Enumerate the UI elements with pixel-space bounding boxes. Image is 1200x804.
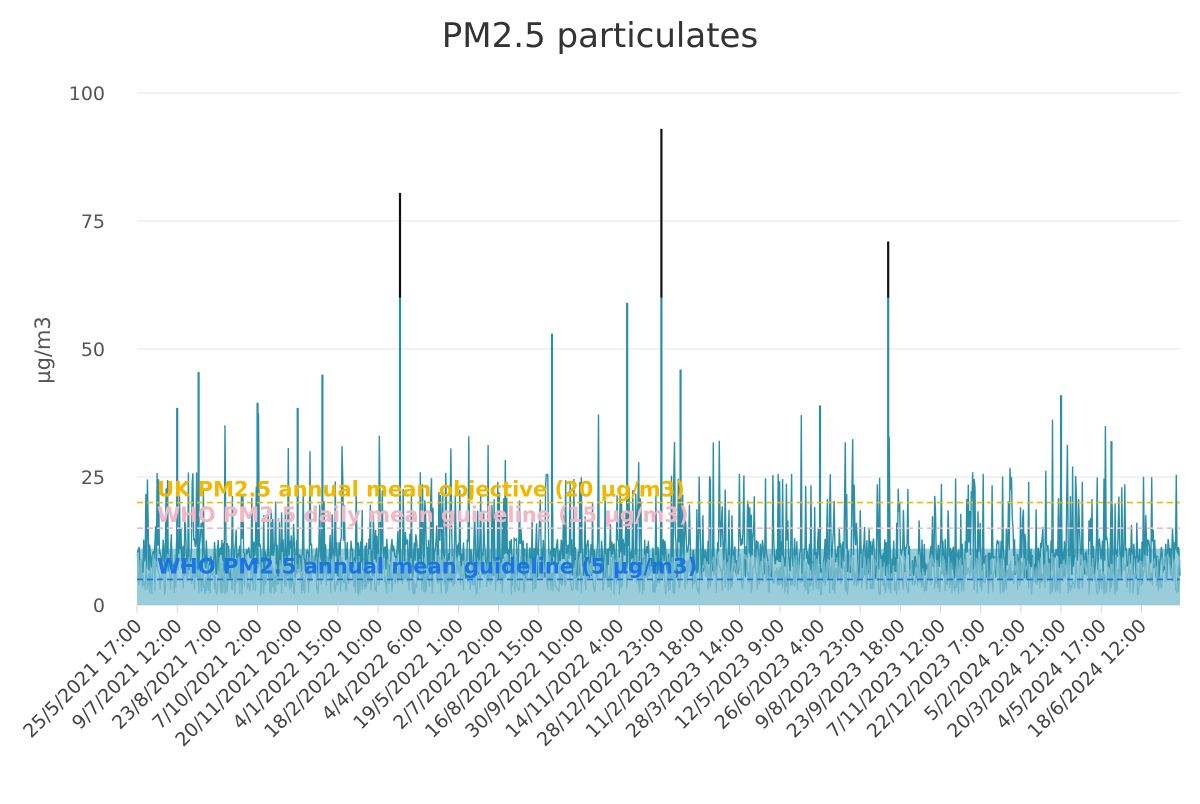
reference-lines: UK PM2.5 annual mean objective (20 µg/m3… <box>137 478 1180 581</box>
y-tick-label: 50 <box>81 339 105 361</box>
y-axis-ticks: 0 25 50 75 100 <box>69 83 105 617</box>
y-axis-label: µg/m3 <box>31 316 55 384</box>
reference-line-label: WHO PM2.5 annual mean guideline (5 µg/m3… <box>157 554 697 578</box>
series-line-upper <box>136 413 1181 581</box>
chart-title: PM2.5 particulates <box>442 16 758 56</box>
series-plot <box>136 128 1181 597</box>
series-line-lower <box>136 552 1181 597</box>
reference-line-label: WHO PM2.5 daily mean guideline (15 µg/m3… <box>157 503 689 527</box>
y-tick-label: 0 <box>93 595 105 617</box>
y-tick-label: 25 <box>81 467 105 489</box>
y-tick-label: 100 <box>69 83 105 105</box>
y-tick-label: 75 <box>81 211 105 233</box>
reference-line-label: UK PM2.5 annual mean objective (20 µg/m3… <box>157 478 685 502</box>
